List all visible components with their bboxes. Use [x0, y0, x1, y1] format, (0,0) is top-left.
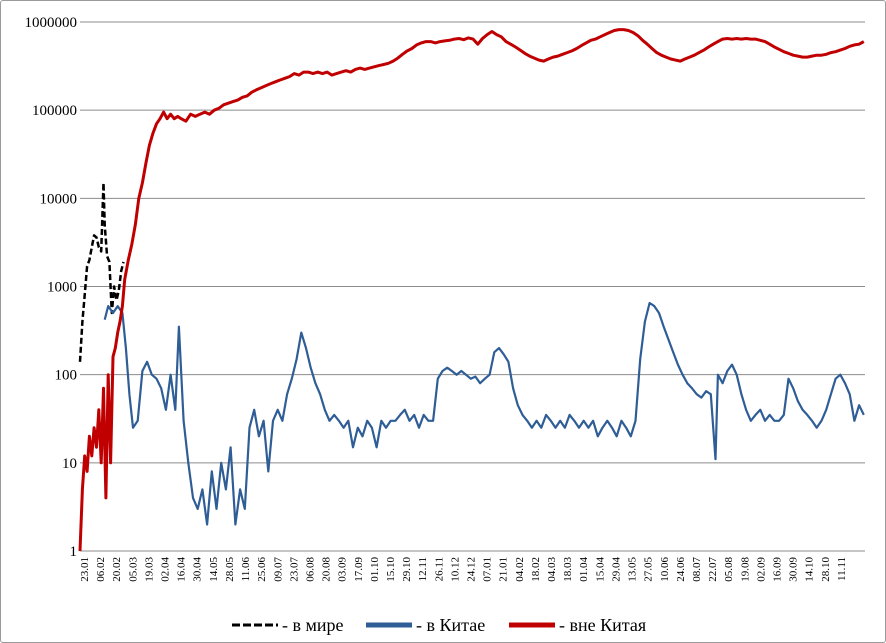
x-tick-label: 16.04: [176, 557, 188, 582]
x-tick-label: 07.01: [482, 557, 494, 582]
x-tick-label: 04.02: [514, 557, 526, 582]
x-tick-label: 03.09: [337, 557, 349, 582]
x-tick-label: 11.06: [240, 557, 252, 582]
x-tick-label: 09.07: [272, 557, 284, 582]
x-tick-label: 01.10: [369, 557, 381, 582]
x-tick-label: 17.09: [353, 557, 365, 582]
x-tick-label: 27.05: [643, 557, 655, 582]
legend: - в мире - в Китае - вне Китая: [232, 615, 646, 635]
x-tick-label: 23.01: [79, 557, 91, 582]
x-tick-label: 25.06: [256, 557, 268, 582]
x-tick-label: 01.04: [578, 557, 590, 582]
x-tick-label: 15.10: [385, 557, 397, 582]
y-tick-label: 100: [55, 368, 78, 384]
x-tick-label: 28.05: [224, 557, 236, 582]
y-tick-label: 10: [62, 456, 77, 472]
x-tick-label: 23.07: [288, 557, 300, 582]
x-tick-label: 04.03: [546, 557, 558, 582]
y-tick-labels: 1 10 100 1000 10000 100000 1000000: [25, 15, 78, 560]
series-lines: [78, 28, 865, 552]
legend-outside-china-label: - вне Китая: [559, 615, 646, 635]
x-tick-label: 29.04: [610, 557, 622, 582]
x-tick-label: 18.02: [530, 557, 542, 582]
series-china-line: [103, 301, 865, 526]
x-tick-label: 22.07: [707, 557, 719, 582]
x-tick-label: 02.09: [755, 557, 767, 582]
x-tick-label: 02.04: [160, 557, 172, 582]
x-tick-labels: 23.01 06.02 20.02 05.03 19.03 02.04 16.04 30.04…: [79, 557, 848, 582]
x-tick-label: 13.05: [627, 557, 639, 582]
x-tick-label: 14.05: [208, 557, 220, 582]
x-tick-label: 18.03: [562, 557, 574, 582]
x-tick-label: 06.08: [304, 557, 316, 582]
x-tick-label: 24.06: [675, 557, 687, 582]
x-tick-label: 19.08: [739, 557, 751, 582]
x-tick-label: 24.12: [466, 557, 478, 582]
x-tick-label: 21.01: [498, 557, 510, 582]
y-tick-label: 1000: [47, 280, 77, 296]
x-tick-label: 11.11: [836, 557, 848, 581]
x-tick-label: 08.07: [691, 557, 703, 582]
x-tick-label: 10.12: [449, 557, 461, 582]
x-tick-label: 20.08: [321, 557, 333, 582]
y-tick-label: 1000000: [25, 15, 78, 31]
x-tick-label: 10.06: [659, 557, 671, 582]
y-tick-label: 10000: [40, 191, 78, 207]
x-tick-label: 30.09: [788, 557, 800, 582]
y-tick-label: 1: [70, 544, 78, 560]
series-world-line: [78, 181, 125, 362]
x-tick-label: 15.04: [594, 557, 606, 582]
x-tick-label: 30.04: [192, 557, 204, 582]
x-tick-label: 26.11: [433, 557, 445, 581]
x-tick-label: 19.03: [143, 557, 155, 582]
x-tick-label: 06.02: [95, 557, 107, 582]
legend-world-label: - в мире: [282, 615, 344, 635]
x-tick-label: 05.03: [127, 557, 139, 582]
legend-china-label: - в Китае: [416, 615, 485, 635]
x-tick-label: 12.11: [417, 557, 429, 581]
x-tick-label: 14.10: [804, 557, 816, 582]
x-tick-label: 29.10: [401, 557, 413, 582]
x-tick-label: 05.08: [723, 557, 735, 582]
x-tick-label: 16.09: [771, 557, 783, 582]
y-gridlines: [80, 21, 865, 552]
y-tick-label: 100000: [32, 103, 77, 119]
x-tick-label: 28.10: [820, 557, 832, 582]
series-outside-china-line: [78, 28, 865, 552]
x-tick-label: 20.02: [111, 557, 123, 582]
